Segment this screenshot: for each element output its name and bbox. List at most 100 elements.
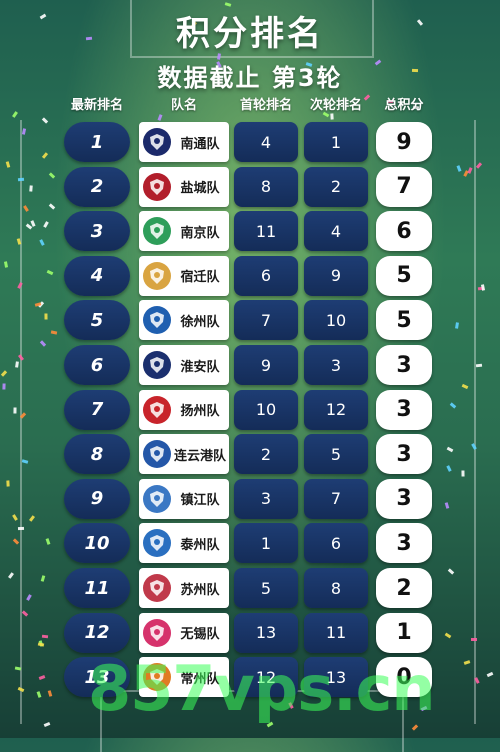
table-row: 2 盐城队 8 2 7	[0, 166, 500, 207]
header-round2: 次轮排名	[309, 98, 362, 113]
round1-rank-cell: 1	[234, 523, 298, 564]
round1-rank-cell: 3	[234, 478, 298, 519]
table-row: 8 连云港队 2 5 3	[0, 434, 500, 475]
team-name: 南京队	[180, 225, 220, 241]
round1-rank-cell: 11	[234, 211, 298, 252]
table-row: 6 淮安队 9 3 3	[0, 345, 500, 385]
rank-cell: 4	[64, 255, 130, 296]
round2-rank-cell: 11	[304, 612, 368, 653]
rank-cell: 3	[64, 211, 130, 252]
team-cell: 徐州队	[139, 300, 229, 341]
rank-cell: 1	[64, 122, 130, 162]
round2-rank-cell: 3	[304, 345, 368, 385]
pitch-right-edge	[474, 120, 476, 724]
lianyungang-crest-icon	[143, 440, 171, 469]
team-name: 盐城队	[180, 181, 220, 197]
team-cell: 无锡队	[139, 612, 229, 653]
table-row: 7 扬州队 10 12 3	[0, 389, 500, 430]
round2-rank-cell: 9	[304, 255, 368, 296]
rank-cell: 8	[64, 434, 130, 475]
table-row: 3 南京队 11 4 6	[0, 211, 500, 252]
rank-cell: 5	[64, 300, 130, 341]
round2-rank-cell: 7	[304, 478, 368, 519]
yangzhou-crest-icon	[143, 395, 171, 424]
round1-rank-cell: 5	[234, 568, 298, 608]
team-cell: 盐城队	[139, 166, 229, 207]
taizhou-crest-icon	[143, 529, 171, 558]
total-points-cell: 1	[376, 612, 432, 653]
huaian-crest-icon	[143, 351, 171, 379]
round1-rank-cell: 4	[234, 122, 298, 162]
round2-rank-cell: 1	[304, 122, 368, 162]
rank-cell: 2	[64, 166, 130, 207]
team-cell: 连云港队	[139, 434, 229, 475]
total-points-cell: 3	[376, 345, 432, 385]
header-round1: 首轮排名	[239, 98, 292, 113]
round2-rank-cell: 4	[304, 211, 368, 252]
page-title: 积分排名	[176, 14, 324, 54]
zhenjiang-crest-icon	[143, 484, 171, 513]
team-name: 宿迁队	[180, 270, 220, 286]
wuxi-crest-icon	[143, 618, 171, 647]
round1-rank-cell: 12	[234, 657, 298, 698]
round2-rank-cell: 12	[304, 389, 368, 430]
team-cell: 扬州队	[139, 389, 229, 430]
round1-rank-cell: 10	[234, 389, 298, 430]
rank-cell: 11	[64, 568, 130, 608]
round1-rank-cell: 9	[234, 345, 298, 385]
round2-rank-cell: 10	[304, 300, 368, 341]
header-team: 队名	[170, 98, 197, 113]
team-name: 扬州队	[180, 404, 220, 420]
team-cell: 泰州队	[139, 523, 229, 564]
total-points-cell: 5	[376, 300, 432, 341]
rank-cell: 7	[64, 389, 130, 430]
suqian-crest-icon	[143, 261, 171, 290]
header-total: 总积分	[384, 98, 424, 113]
rank-cell: 13	[64, 657, 130, 698]
table-row: 5 徐州队 7 10 5	[0, 300, 500, 341]
table-row: 13 常州队 12 13 0	[0, 657, 500, 698]
team-name: 无锡队	[180, 627, 220, 643]
page-subtitle: 数据截止 第3轮	[157, 64, 343, 92]
total-points-cell: 3	[376, 389, 432, 430]
round1-rank-cell: 6	[234, 255, 298, 296]
round1-rank-cell: 2	[234, 434, 298, 475]
total-points-cell: 9	[376, 122, 432, 162]
round2-rank-cell: 13	[304, 657, 368, 698]
confetti-piece	[412, 724, 419, 731]
team-cell: 常州队	[139, 657, 229, 698]
team-name: 南通队	[180, 136, 220, 152]
header-rank: 最新排名	[70, 98, 123, 113]
rank-cell: 6	[64, 345, 130, 385]
team-name: 徐州队	[180, 314, 220, 330]
confetti-piece	[387, 99, 394, 103]
total-points-cell: 6	[376, 211, 432, 252]
table-row: 12 无锡队 13 11 1	[0, 612, 500, 653]
suzhou-crest-icon	[143, 574, 171, 602]
team-cell: 苏州队	[139, 568, 229, 608]
team-cell: 淮安队	[139, 345, 229, 385]
team-name: 淮安队	[180, 359, 220, 375]
team-cell: 南京队	[139, 211, 229, 252]
table-row: 1 南通队 4 1 9	[0, 122, 500, 162]
pitch-left-edge	[20, 120, 22, 724]
total-points-cell: 0	[376, 657, 432, 698]
total-points-cell: 3	[376, 478, 432, 519]
rank-cell: 10	[64, 523, 130, 564]
round1-rank-cell: 7	[234, 300, 298, 341]
xuzhou-crest-icon	[143, 306, 171, 335]
nanjing-crest-icon	[143, 217, 171, 246]
team-cell: 南通队	[139, 122, 229, 162]
total-points-cell: 2	[376, 568, 432, 608]
team-name: 镇江队	[180, 493, 220, 509]
round2-rank-cell: 2	[304, 166, 368, 207]
total-points-cell: 5	[376, 255, 432, 296]
table-row: 9 镇江队 3 7 3	[0, 478, 500, 519]
table-header: 最新排名 队名 首轮排名 次轮排名 总积分	[0, 94, 500, 116]
table-row: 4 宿迁队 6 9 5	[0, 255, 500, 296]
round1-rank-cell: 13	[234, 612, 298, 653]
watermark: 857vps.cn	[88, 652, 436, 725]
confetti-piece	[43, 722, 51, 728]
changzhou-crest-icon	[143, 663, 171, 692]
team-name: 连云港队	[173, 448, 226, 464]
